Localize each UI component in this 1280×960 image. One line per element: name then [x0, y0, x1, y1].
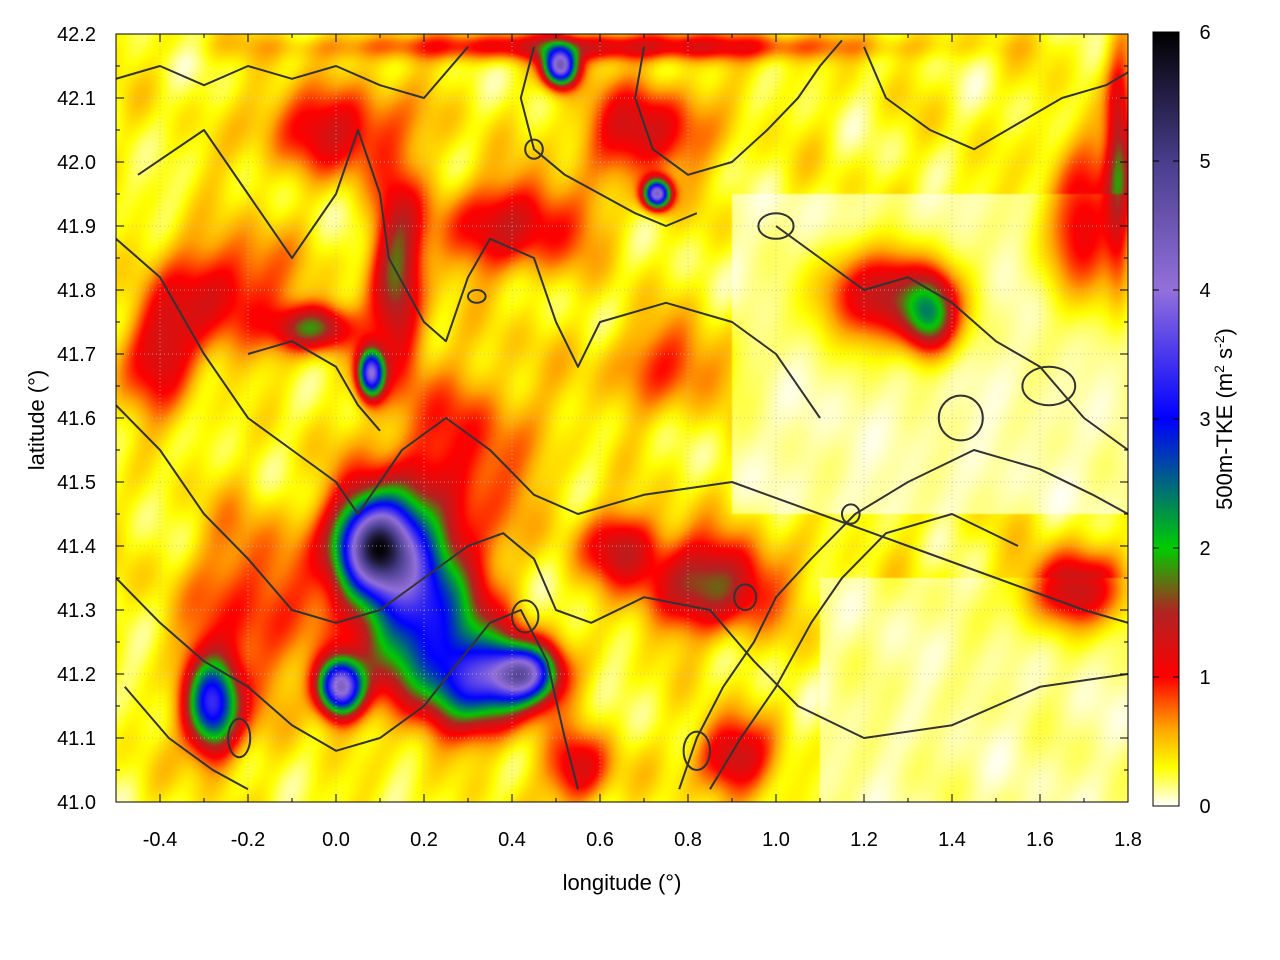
contour-loop — [682, 730, 711, 771]
x-tick-label: 0.4 — [498, 829, 526, 851]
plot-area: -0.4 -0.2 0.0 0.2 0.4 0.6 0.8 1.0 1.2 1.4 1.6 1.8 4… — [57, 24, 1142, 851]
terrain-contours — [116, 39, 1128, 791]
contour-line — [709, 513, 1019, 790]
colorbar-tick-label: 1 — [1199, 667, 1210, 689]
contour-loop — [733, 583, 758, 612]
x-tick-label: 1.8 — [1114, 829, 1142, 851]
contour-loop — [841, 503, 861, 525]
y-axis-title: latitude (°) — [24, 370, 49, 471]
x-tick-label: 1.6 — [1026, 829, 1054, 851]
y-tick-label: 41.4 — [57, 536, 96, 558]
contour-loop — [1021, 365, 1077, 407]
contour-line — [634, 39, 843, 176]
contour-loop — [524, 138, 544, 160]
colorbar-tick-label: 3 — [1199, 409, 1210, 431]
x-tick-label: 1.2 — [850, 829, 878, 851]
x-tick-label: 0.8 — [674, 829, 702, 851]
contour-line — [116, 238, 1128, 624]
x-tick-label: 0.0 — [322, 829, 350, 851]
x-tick-label: 0.6 — [586, 829, 614, 851]
contour-loop — [937, 394, 984, 442]
colorbar-ticks: 0 1 2 3 4 5 6 — [1153, 22, 1211, 818]
contour-loop — [757, 212, 795, 240]
contour-line — [116, 404, 1128, 739]
y-tick-label: 41.8 — [57, 280, 96, 302]
y-tick-label: 42.2 — [57, 24, 96, 46]
contour-line — [247, 340, 381, 432]
x-axis-ticks: -0.4 -0.2 0.0 0.2 0.4 0.6 0.8 1.0 1.2 1.4 1.6 1.8 — [115, 34, 1142, 851]
y-tick-label: 42.1 — [57, 88, 96, 110]
colorbar-tick-label: 0 — [1199, 796, 1210, 818]
contour-loop — [511, 599, 540, 634]
colorbar-title-end: ) — [1212, 328, 1237, 335]
y-tick-label: 41.0 — [57, 792, 96, 814]
colorbar-tick-label: 5 — [1199, 151, 1210, 173]
colorbar-title-main: 500m-TKE (m — [1212, 373, 1237, 510]
colorbar-title-sup2: -2 — [1211, 335, 1227, 348]
contour-line — [116, 577, 579, 790]
colorbar-tick-label: 6 — [1199, 22, 1210, 44]
colorbar-tick-label: 2 — [1199, 538, 1210, 560]
y-tick-label: 41.6 — [57, 408, 96, 430]
x-tick-label: 1.0 — [762, 829, 790, 851]
contour-line — [137, 129, 821, 419]
y-axis-ticks: 41.0 41.1 41.2 41.3 41.4 41.5 41.6 41.7 41.8 41.9… — [57, 24, 1128, 814]
colorbar-title-sup1: 2 — [1211, 365, 1227, 373]
x-tick-label: -0.2 — [231, 829, 265, 851]
colorbar-tick-label: 4 — [1199, 280, 1210, 302]
y-tick-label: 41.2 — [57, 664, 96, 686]
x-tick-label: 1.4 — [938, 829, 966, 851]
contour-line — [863, 46, 1128, 151]
y-tick-label: 42.0 — [57, 152, 96, 174]
contour-line — [519, 46, 698, 227]
contour-line — [775, 225, 1128, 451]
y-tick-label: 41.3 — [57, 600, 96, 622]
y-tick-label: 41.7 — [57, 344, 96, 366]
contour-line — [124, 686, 249, 791]
x-tick-label: -0.4 — [143, 829, 177, 851]
y-tick-label: 41.5 — [57, 472, 96, 494]
contour-loop — [227, 717, 252, 759]
contour-line — [678, 449, 1128, 790]
contour-line — [116, 46, 469, 99]
y-tick-label: 41.1 — [57, 728, 96, 750]
x-tick-label: 0.2 — [410, 829, 438, 851]
contour-loop — [467, 289, 487, 304]
colorbar-title: 500m-TKE (m2 s-2) — [1211, 328, 1237, 510]
colorbar-title-mid: s — [1212, 348, 1237, 365]
x-axis-title: longitude (°) — [563, 870, 682, 895]
y-tick-label: 41.9 — [57, 216, 96, 238]
